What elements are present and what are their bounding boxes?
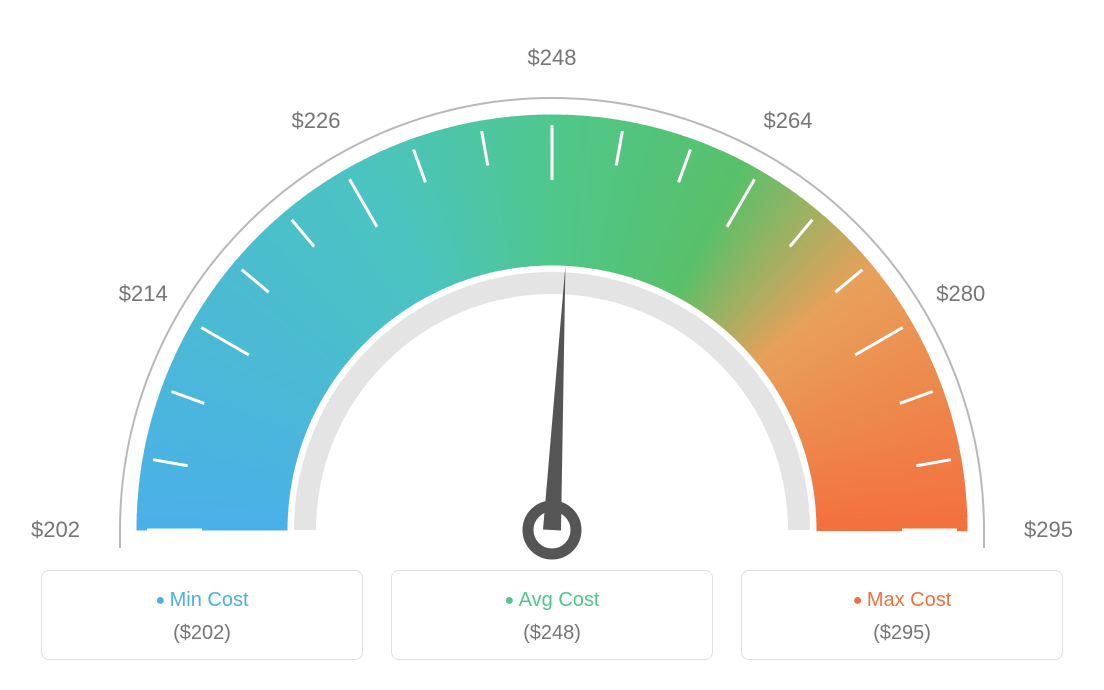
gauge-tick-label: $214 [119,281,168,306]
summary-value-avg: ($248) [392,622,712,645]
summary-row: Min Cost ($202) Avg Cost ($248) Max Cost… [0,570,1104,660]
gauge-tick-label: $226 [292,108,341,133]
gauge-tick-label: $264 [764,108,813,133]
gauge-tick-label: $295 [1024,517,1073,542]
summary-label-avg: Avg Cost [392,589,712,612]
gauge-tick-label: $280 [936,281,985,306]
gauge-svg: $202 $214 $226 $248 $264 $280 $295 [0,0,1104,560]
summary-value-min: ($202) [42,622,362,645]
cost-gauge-chart: $202 $214 $226 $248 $264 $280 $295 Min Cost ($… [0,0,1104,690]
gauge-needle [543,265,565,530]
summary-label-max: Max Cost [742,589,1062,612]
gauge-tick-label: $202 [31,517,80,542]
summary-card-avg: Avg Cost ($248) [391,570,713,660]
gauge-tick-label: $248 [528,45,577,70]
summary-value-max: ($295) [742,622,1062,645]
summary-label-min: Min Cost [42,589,362,612]
summary-card-max: Max Cost ($295) [741,570,1063,660]
summary-card-min: Min Cost ($202) [41,570,363,660]
